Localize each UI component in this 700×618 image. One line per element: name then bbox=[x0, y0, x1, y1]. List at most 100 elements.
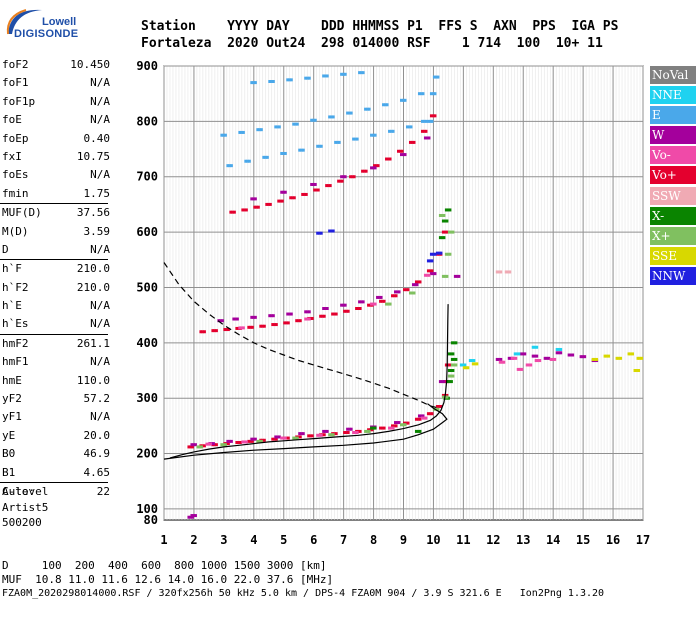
x-tick-label: 3 bbox=[220, 533, 227, 547]
data-point bbox=[306, 317, 309, 321]
param-name: fmin bbox=[2, 186, 29, 200]
param-row: foF2 10.450 bbox=[0, 56, 112, 74]
data-point bbox=[404, 423, 407, 427]
param-value: 10.75 bbox=[76, 149, 110, 163]
data-point bbox=[402, 421, 406, 425]
data-point bbox=[373, 164, 376, 168]
data-point bbox=[284, 151, 287, 155]
auto-artist: Artist5 bbox=[2, 500, 49, 514]
data-point bbox=[315, 188, 318, 192]
header-values: Fortaleza 2020 Out24 298 014000 RSF 1 71… bbox=[141, 36, 603, 51]
legend-item-w: W bbox=[650, 126, 696, 145]
data-point bbox=[429, 252, 433, 256]
data-point bbox=[346, 427, 349, 431]
data-point bbox=[308, 317, 311, 321]
param-value: 3.59 bbox=[83, 224, 111, 238]
data-point bbox=[260, 439, 263, 443]
data-point bbox=[349, 175, 352, 179]
data-point bbox=[441, 274, 445, 278]
data-point bbox=[194, 443, 197, 447]
y-tick-label: 100 bbox=[136, 502, 158, 516]
data-point bbox=[320, 433, 323, 437]
data-point bbox=[302, 432, 305, 436]
data-point bbox=[513, 352, 517, 356]
data-point bbox=[451, 369, 455, 373]
data-point bbox=[255, 205, 258, 209]
data-point bbox=[533, 345, 537, 349]
data-point bbox=[398, 290, 401, 294]
data-point bbox=[323, 433, 326, 437]
data-point bbox=[242, 130, 245, 134]
data-point bbox=[449, 374, 453, 378]
param-value: 57.2 bbox=[83, 392, 111, 406]
autoscaling-info: Auto: Artist5 500200 bbox=[2, 484, 48, 531]
data-point bbox=[412, 140, 416, 144]
data-point bbox=[421, 414, 425, 418]
param-value: 20.0 bbox=[83, 428, 111, 442]
data-point bbox=[504, 270, 508, 274]
data-point bbox=[270, 314, 273, 318]
data-point bbox=[638, 356, 642, 360]
data-point bbox=[278, 435, 281, 439]
param-name: foF1 bbox=[2, 76, 29, 90]
data-point bbox=[356, 137, 359, 141]
data-point bbox=[453, 274, 457, 278]
data-point bbox=[441, 393, 445, 397]
param-row: h`E N/A bbox=[0, 297, 112, 315]
param-name: foE bbox=[2, 113, 22, 127]
data-point bbox=[340, 72, 343, 76]
data-point bbox=[450, 380, 453, 384]
data-point bbox=[475, 362, 479, 366]
param-name: h`E bbox=[2, 299, 22, 313]
data-point bbox=[378, 295, 381, 299]
data-point bbox=[414, 280, 418, 284]
data-point bbox=[346, 111, 349, 115]
param-name: h`F bbox=[2, 262, 22, 276]
data-point bbox=[221, 319, 224, 323]
data-point bbox=[531, 354, 535, 358]
param-value: N/A bbox=[90, 76, 110, 90]
data-point bbox=[452, 363, 456, 367]
data-point bbox=[288, 312, 291, 316]
data-point bbox=[640, 356, 644, 360]
data-point bbox=[433, 114, 437, 118]
data-point bbox=[341, 179, 344, 183]
data-point bbox=[631, 352, 635, 356]
data-point bbox=[603, 354, 607, 358]
data-point bbox=[224, 133, 227, 137]
data-point bbox=[276, 125, 279, 129]
x-tick-label: 4 bbox=[250, 533, 257, 547]
data-point bbox=[190, 514, 193, 518]
data-point bbox=[388, 129, 391, 133]
data-point bbox=[289, 196, 292, 200]
data-point bbox=[417, 92, 421, 96]
data-point bbox=[445, 274, 449, 278]
data-point bbox=[198, 445, 201, 449]
data-point bbox=[324, 307, 327, 311]
data-point bbox=[412, 291, 416, 295]
data-point bbox=[280, 436, 283, 440]
data-point bbox=[431, 92, 435, 96]
data-point bbox=[445, 395, 449, 399]
data-point bbox=[545, 356, 549, 360]
data-point bbox=[416, 429, 420, 433]
data-point bbox=[348, 427, 351, 431]
data-point bbox=[499, 270, 503, 274]
data-point bbox=[607, 354, 611, 358]
data-point bbox=[243, 208, 246, 212]
data-point bbox=[213, 329, 216, 333]
data-point bbox=[296, 122, 299, 126]
data-point bbox=[520, 367, 524, 371]
muf-row: MUF 10.8 11.0 11.6 12.6 14.0 16.0 22.0 3… bbox=[2, 573, 334, 586]
data-point bbox=[420, 129, 424, 133]
data-point bbox=[328, 229, 331, 233]
data-point bbox=[284, 190, 287, 194]
data-point bbox=[334, 140, 337, 144]
data-point bbox=[415, 283, 419, 287]
data-point bbox=[424, 129, 428, 133]
data-point bbox=[189, 515, 192, 519]
data-point bbox=[285, 321, 288, 325]
data-point bbox=[252, 315, 255, 319]
data-point bbox=[283, 321, 286, 325]
x-tick-label: 17 bbox=[636, 533, 650, 547]
